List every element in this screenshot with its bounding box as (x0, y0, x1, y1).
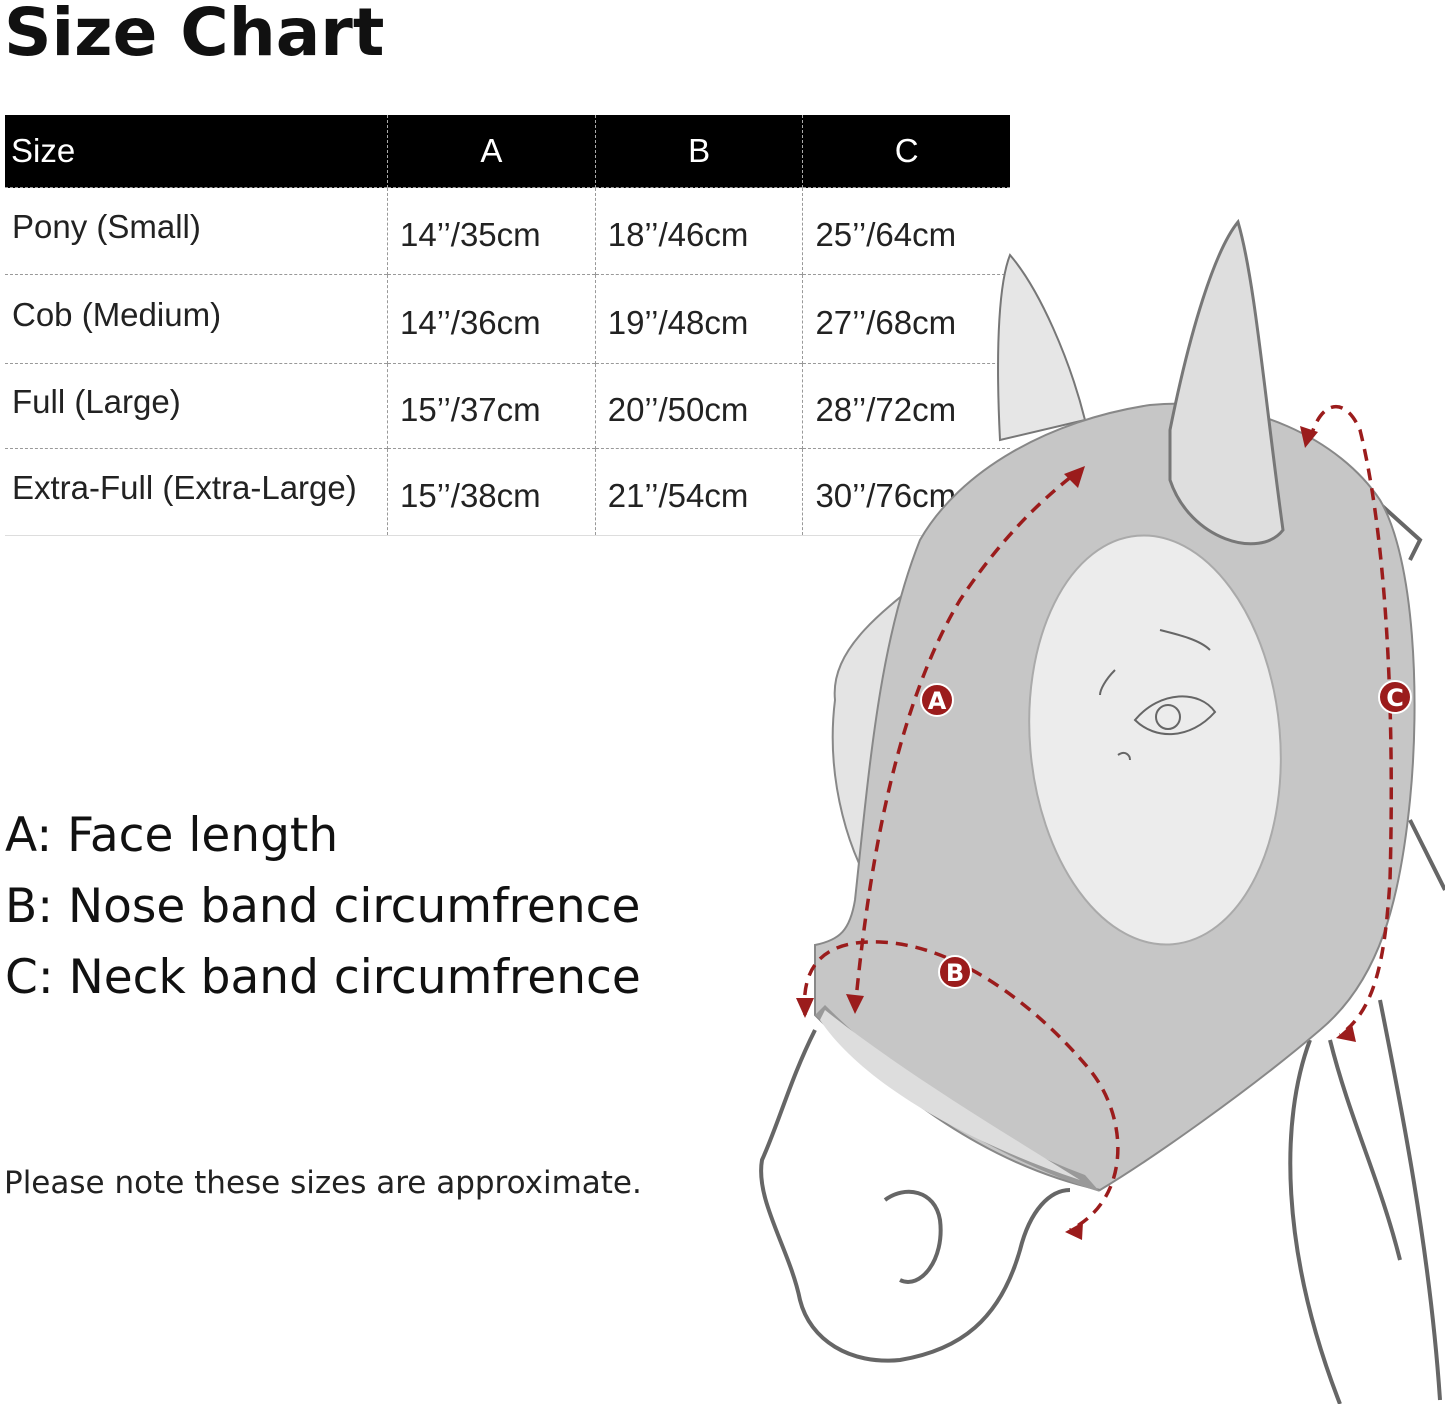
horse-outline (759, 493, 1445, 1404)
measure-line-c (1308, 404, 1393, 1037)
table-row: Pony (Small) 14’’/35cm 18’’/46cm 25’’/64… (5, 187, 1010, 275)
legend-c: C: Neck band circumfrence (5, 950, 641, 1005)
eye-window (1028, 534, 1282, 946)
arrowheads (796, 426, 1356, 1240)
svg-text:B: B (946, 959, 964, 987)
size-cell: Full (Large) (5, 363, 388, 449)
value-cell: 15’’/37cm (387, 363, 596, 449)
size-cell: Pony (Small) (5, 187, 388, 275)
value-cell: 25’’/64cm (802, 187, 1010, 275)
svg-text:A: A (928, 687, 947, 715)
value-cell: 21’’/54cm (594, 448, 803, 536)
value-cell: 14’’/35cm (387, 187, 596, 275)
header-b: B (594, 115, 803, 188)
value-cell: 14’’/36cm (387, 274, 596, 364)
table-row: Full (Large) 15’’/37cm 20’’/50cm 28’’/72… (5, 363, 1010, 449)
legend-b: B: Nose band circumfrence (5, 879, 641, 934)
value-cell: 18’’/46cm (594, 187, 803, 275)
size-cell: Cob (Medium) (5, 274, 388, 364)
table-row: Extra-Full (Extra-Large) 15’’/38cm 21’’/… (5, 448, 1010, 536)
page-title: Size Chart (4, 0, 385, 71)
approximate-note: Please note these sizes are approximate. (4, 1165, 642, 1201)
marker-a: A (920, 683, 954, 717)
table-header-row: Size A B C (5, 115, 1010, 188)
size-cell: Extra-Full (Extra-Large) (5, 448, 388, 536)
header-a: A (387, 115, 596, 188)
measurement-lines (802, 404, 1393, 1232)
value-cell: 27’’/68cm (802, 274, 1010, 364)
svg-text:C: C (1386, 684, 1404, 712)
value-cell: 19’’/48cm (594, 274, 803, 364)
size-table: Size A B C Pony (Small) 14’’/35cm 18’’/4… (5, 115, 1010, 536)
legend-a: A: Face length (5, 808, 339, 863)
ear-right (1168, 218, 1285, 546)
header-c: C (802, 115, 1010, 188)
nose-band (815, 1005, 1100, 1192)
value-cell: 20’’/50cm (594, 363, 803, 449)
measure-line-a (853, 468, 1082, 1011)
value-cell: 28’’/72cm (802, 363, 1010, 449)
value-cell: 15’’/38cm (387, 448, 596, 536)
header-size: Size (5, 115, 388, 188)
measurement-legend: A: Face length B: Nose band circumfrence… (5, 800, 641, 1013)
marker-b: B (938, 955, 972, 989)
muzzle-opening (820, 1010, 1080, 1180)
marker-c: C (1378, 680, 1412, 714)
table-row: Cob (Medium) 14’’/36cm 19’’/48cm 27’’/68… (5, 274, 1010, 364)
ear-left (997, 253, 1087, 442)
eye-icon (1099, 629, 1217, 761)
